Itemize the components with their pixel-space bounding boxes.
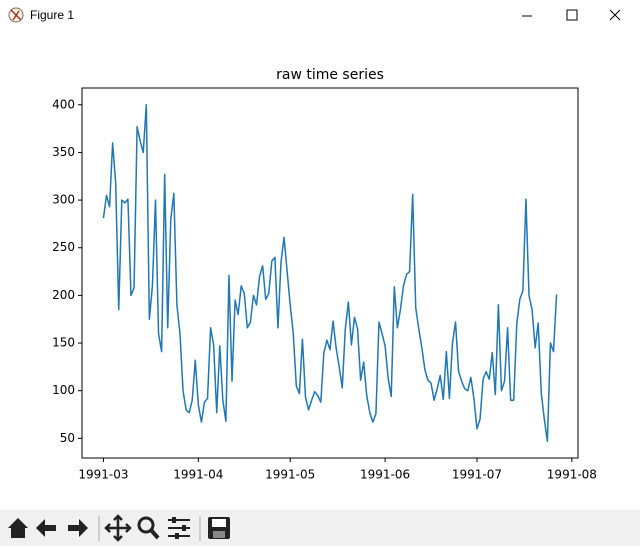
x-tick-label: 1991-03 xyxy=(78,468,128,482)
forward-button[interactable] xyxy=(68,519,88,537)
y-tick-label: 350 xyxy=(52,145,75,159)
plot: 50 100 150 200 250 300 350 400 1991-03 1991-04 199… xyxy=(52,97,597,481)
maximize-button[interactable] xyxy=(566,9,578,21)
home-button[interactable] xyxy=(8,518,28,538)
y-tick-label: 50 xyxy=(60,431,75,445)
zoom-button[interactable] xyxy=(137,516,155,534)
y-tick-label: 100 xyxy=(52,383,75,397)
chart-title: raw time series xyxy=(276,67,384,83)
zoom-handle xyxy=(149,528,160,540)
window-title: Figure 1 xyxy=(30,8,74,22)
app-icon-glyph xyxy=(10,9,22,21)
x-tick-label: 1991-08 xyxy=(547,468,597,482)
data-line xyxy=(102,104,558,442)
y-tick-label: 400 xyxy=(52,97,75,111)
pan-button[interactable] xyxy=(104,514,132,542)
toolbar xyxy=(0,510,640,546)
x-tick-label: 1991-04 xyxy=(173,468,223,482)
toolbar-bg xyxy=(0,510,640,546)
axes-frame xyxy=(81,87,579,459)
slider xyxy=(175,533,179,539)
slider xyxy=(172,517,176,523)
x-tick-label: 1991-07 xyxy=(452,468,502,482)
x-tick-label: 1991-05 xyxy=(265,468,315,482)
save-shutter xyxy=(213,531,225,538)
y-tick-label: 150 xyxy=(52,336,75,350)
close-button[interactable] xyxy=(609,9,621,21)
save-label xyxy=(212,519,226,527)
y-tick-label: 300 xyxy=(52,193,75,207)
y-tick-label: 200 xyxy=(52,288,75,302)
back-button[interactable] xyxy=(36,519,56,537)
slider xyxy=(182,525,186,531)
title-bar: Figure 1 xyxy=(8,7,621,23)
x-tick-label: 1991-06 xyxy=(360,468,410,482)
y-tick-label: 250 xyxy=(52,240,75,254)
